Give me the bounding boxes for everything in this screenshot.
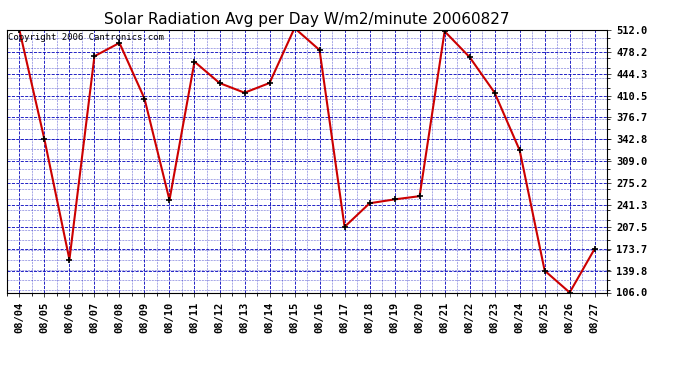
Text: Copyright 2006 Cantronics.com: Copyright 2006 Cantronics.com	[8, 33, 164, 42]
Title: Solar Radiation Avg per Day W/m2/minute 20060827: Solar Radiation Avg per Day W/m2/minute …	[104, 12, 510, 27]
